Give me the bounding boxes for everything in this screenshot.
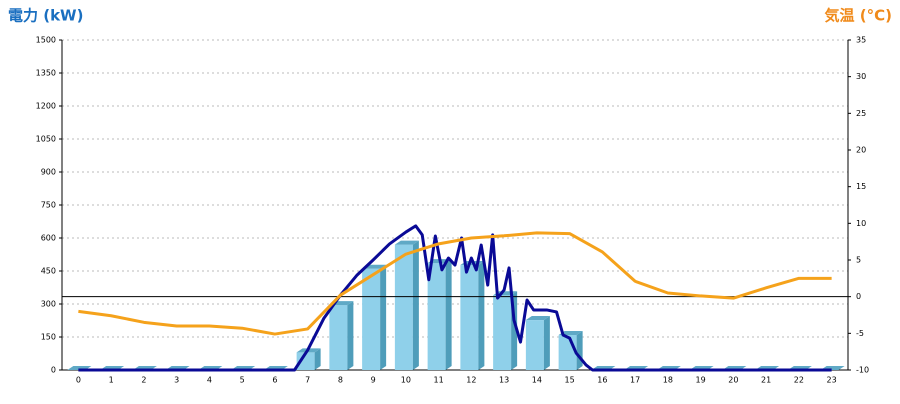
y2-tick-label: 15	[856, 182, 866, 191]
bar	[362, 264, 387, 370]
y2-tick-label: 5	[856, 256, 861, 265]
x-tick-label: 19	[696, 376, 706, 385]
bar-face	[394, 244, 413, 370]
bar-face	[427, 263, 446, 370]
bar-face	[329, 305, 348, 370]
x-tick-label: 7	[305, 376, 310, 385]
x-tick-label: 17	[630, 376, 640, 385]
bar-face	[543, 316, 550, 370]
y-tick-label: 0	[51, 366, 56, 375]
bar-face	[558, 335, 577, 370]
bar	[525, 316, 550, 370]
x-tick-label: 3	[174, 376, 179, 385]
x-tick-label: 9	[371, 376, 376, 385]
x-tick-label: 22	[794, 376, 804, 385]
y2-axis-title: 気温 (°C)	[825, 7, 892, 25]
x-tick-label: 16	[597, 376, 607, 385]
y-tick-label: 150	[41, 333, 56, 342]
x-tick-label: 10	[401, 376, 411, 385]
bar-face	[525, 316, 550, 321]
bar	[394, 240, 419, 370]
line	[78, 231, 832, 336]
bar-face	[558, 331, 583, 336]
y2-tick-label: -10	[856, 366, 869, 375]
y-tick-label: 450	[41, 267, 56, 276]
y2-tick-label: 25	[856, 109, 866, 118]
y-tick-label: 750	[41, 201, 56, 210]
x-tick-label: 0	[76, 376, 81, 385]
x-tick-label: 5	[240, 376, 245, 385]
y-tick-label: 1500	[36, 36, 56, 45]
y2-tick-label: 30	[856, 72, 866, 81]
x-tick-label: 21	[761, 376, 771, 385]
y2-tick-label: 0	[856, 292, 861, 301]
bar-face	[362, 268, 381, 370]
bar-face	[525, 320, 544, 370]
x-tick-label: 14	[532, 376, 542, 385]
x-tick-label: 20	[728, 376, 738, 385]
x-tick-label: 4	[207, 376, 212, 385]
x-tick-label: 8	[338, 376, 343, 385]
y-tick-label: 300	[41, 300, 56, 309]
bar-face	[394, 240, 419, 245]
bar-face	[478, 261, 485, 370]
bar-face	[347, 301, 354, 370]
y2-tick-label: 35	[856, 36, 866, 45]
bar	[558, 331, 583, 370]
bar-face	[576, 331, 583, 370]
y-tick-label: 900	[41, 168, 56, 177]
bar-face	[412, 240, 419, 370]
y-axis-title: 電力 (kW)	[8, 7, 83, 25]
y-tick-label: 1200	[36, 102, 56, 111]
bar-face	[314, 348, 321, 370]
x-tick-label: 12	[466, 376, 476, 385]
y2-tick-label: -5	[856, 329, 864, 338]
x-tick-label: 13	[499, 376, 509, 385]
bar	[329, 301, 354, 370]
x-tick-label: 11	[434, 376, 444, 385]
x-tick-label: 23	[827, 376, 837, 385]
bar-face	[445, 259, 452, 370]
line	[78, 224, 832, 372]
x-tick-label: 6	[272, 376, 277, 385]
x-tick-label: 18	[663, 376, 673, 385]
bar-face	[380, 264, 387, 370]
y-tick-label: 1350	[36, 69, 56, 78]
x-tick-label: 2	[141, 376, 146, 385]
x-tick-label: 15	[565, 376, 575, 385]
bar	[427, 259, 452, 370]
y-tick-label: 1050	[36, 135, 56, 144]
bar-face	[296, 352, 315, 370]
bar	[460, 261, 485, 370]
y2-tick-label: 10	[856, 219, 866, 228]
bar-face	[460, 265, 479, 370]
y2-tick-label: 20	[856, 146, 866, 155]
y-tick-label: 600	[41, 234, 56, 243]
bar-face	[493, 295, 512, 370]
x-tick-label: 1	[109, 376, 114, 385]
